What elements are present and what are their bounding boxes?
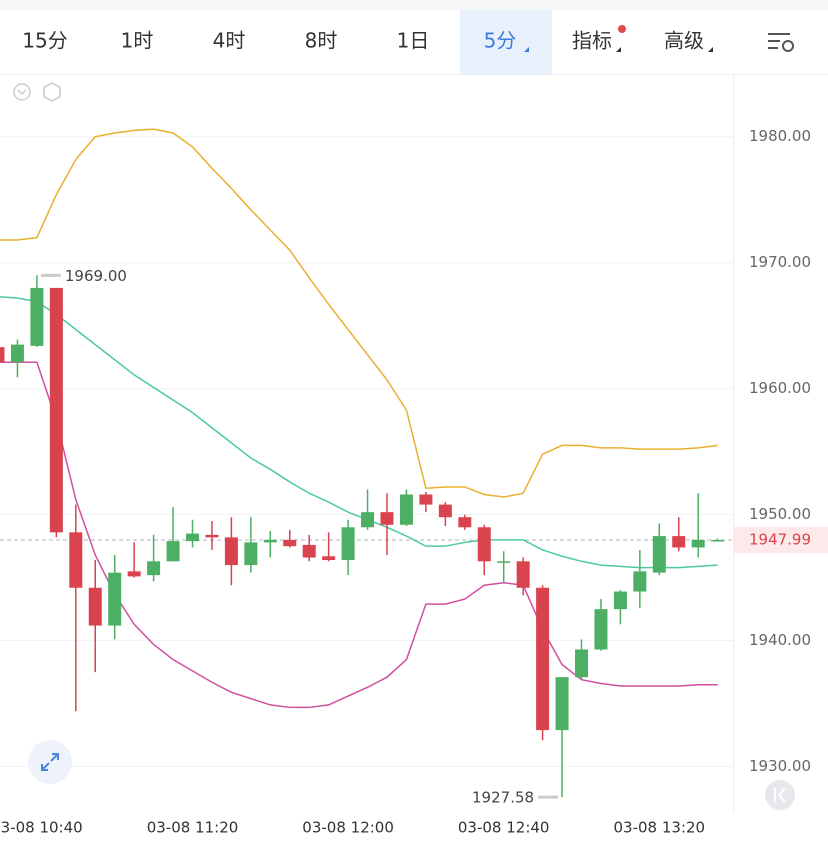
tabs: 15分 1时 4时 8时 1日 5分 指标 高级 (22, 10, 713, 74)
x-tick-label: 03-08 13:20 (614, 819, 706, 837)
tab[interactable]: 8时 (305, 29, 338, 53)
candle-body (477, 527, 491, 562)
collapse-icon[interactable] (13, 83, 31, 101)
candle-body (108, 572, 122, 626)
y-tick-label: 1950.00 (749, 505, 811, 523)
x-tick-label: 03-08 11:20 (147, 819, 239, 837)
candle-body (516, 561, 530, 588)
candle-body (244, 542, 258, 566)
candle-body (0, 347, 5, 363)
tab-dropdown (524, 47, 529, 52)
last-price-tag (734, 527, 828, 554)
band-line (0, 296, 718, 569)
candle-body (127, 571, 141, 577)
candle-body (302, 544, 316, 558)
tab-dropdown (616, 47, 621, 52)
tab[interactable]: 4时 (213, 29, 246, 53)
candle-body (361, 512, 375, 528)
candle-body (691, 539, 705, 548)
y-tick-label: 1970.00 (749, 253, 811, 271)
y-tick-label: 1980.00 (749, 127, 811, 145)
candle-body (205, 534, 219, 538)
candle-body (186, 533, 199, 542)
candle-body (419, 494, 433, 505)
candle-body (341, 527, 355, 561)
candle-body (88, 587, 102, 626)
tab-bar (0, 10, 828, 74)
collapse-chevron (17, 89, 27, 96)
candle-body (536, 587, 550, 731)
tab[interactable]: 指标 (572, 29, 612, 53)
y-tick-label: 1930.00 (749, 757, 811, 775)
candle-body (147, 561, 161, 576)
candle-body (575, 649, 588, 678)
x-tick-label: 03-08 10:40 (0, 819, 83, 837)
candle-body (10, 344, 24, 363)
candle-body (263, 539, 277, 543)
last-price-label: 1947.99 (749, 531, 811, 549)
tab[interactable]: 高级 (664, 29, 704, 53)
y-tick-label: 1940.00 (749, 631, 811, 649)
candle-body (438, 504, 452, 518)
tab[interactable]: 1时 (121, 29, 154, 53)
candle-body (49, 287, 63, 533)
candle-body (652, 536, 666, 573)
candle-body (613, 591, 627, 610)
tab[interactable]: 15分 (22, 29, 67, 53)
settings-hex[interactable] (43, 82, 61, 102)
candle-body (458, 517, 472, 528)
candle-body (322, 556, 336, 561)
candle-body (555, 677, 569, 731)
candle-body (672, 536, 686, 548)
candle-body (283, 539, 297, 547)
candle-body (633, 571, 647, 592)
band-line (0, 128, 718, 498)
annotation-label: 1927.58 (472, 789, 534, 807)
tab-badge (618, 25, 626, 33)
settings-icon[interactable] (768, 33, 794, 52)
tab[interactable]: 5分 (484, 29, 517, 53)
y-tick-label: 1960.00 (749, 379, 811, 397)
candle-body (69, 532, 83, 588)
tab[interactable]: 1日 (397, 29, 430, 53)
candle-body (594, 609, 608, 650)
x-tick-label: 03-08 12:40 (458, 819, 550, 837)
candle-body (30, 287, 44, 346)
candle-body (380, 512, 394, 525)
candle-body (711, 540, 725, 542)
expand-button[interactable] (28, 740, 72, 784)
x-tick-label: 03-08 12:00 (302, 819, 394, 837)
top-strip (0, 0, 828, 10)
expand-icon (41, 753, 59, 771)
candle-body (497, 561, 511, 563)
plot: 1930.00 1940.00 1950.00 1960.00 1970.00 1980.… (0, 127, 828, 837)
band-line (0, 361, 718, 709)
tab-active-bg (460, 10, 552, 74)
candle-body (166, 541, 180, 562)
tab-dropdown (708, 47, 713, 52)
scroll-end-icon (774, 787, 786, 803)
candle-body (399, 494, 413, 525)
annotation-label: 1969.00 (65, 267, 127, 285)
candle-body (224, 537, 238, 566)
